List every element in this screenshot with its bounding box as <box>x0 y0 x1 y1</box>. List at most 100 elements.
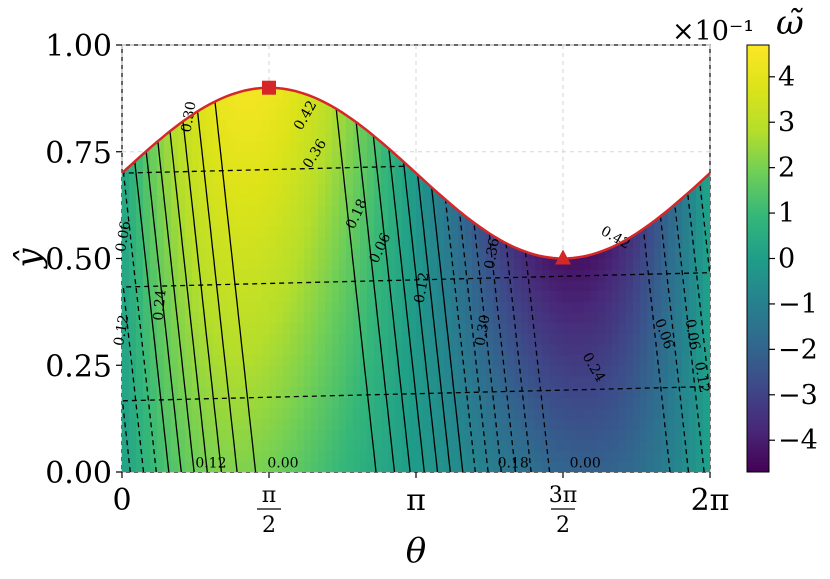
field-cell <box>479 375 487 388</box>
field-cell <box>178 183 186 196</box>
field-cell <box>437 461 445 472</box>
field-cell <box>381 269 389 281</box>
field-cell <box>332 205 340 217</box>
field-cell <box>409 397 417 409</box>
field-cell <box>248 247 256 260</box>
field-cell <box>311 461 319 472</box>
field-cell <box>689 215 697 228</box>
field-cell <box>178 162 186 174</box>
field-cell <box>171 162 179 174</box>
field-cell <box>430 258 438 270</box>
field-cell <box>248 450 256 462</box>
field-cell <box>220 215 228 228</box>
field-cell <box>395 215 403 228</box>
field-cell <box>360 269 368 281</box>
field-cell <box>430 386 438 398</box>
field-cell <box>297 109 305 121</box>
field-cell <box>290 162 298 174</box>
field-cell <box>136 365 144 377</box>
field-cell <box>297 194 305 206</box>
field-cell <box>171 418 179 430</box>
field-cell <box>304 311 312 324</box>
field-cell <box>563 269 571 281</box>
field-cell <box>493 439 501 452</box>
field-cell <box>136 290 144 302</box>
field-cell <box>248 301 256 313</box>
contour-label: 0.36 <box>482 237 503 271</box>
field-cell <box>150 439 158 452</box>
contour-label: 0.12 <box>412 271 433 304</box>
field-cell <box>353 173 361 185</box>
field-cell <box>696 354 704 366</box>
field-cell <box>171 215 179 228</box>
field-cell <box>206 397 214 409</box>
field-cell <box>311 205 319 217</box>
field-cell <box>276 450 284 462</box>
field-cell <box>206 226 214 238</box>
field-cell <box>521 247 529 260</box>
field-cell <box>612 290 620 302</box>
field-cell <box>605 365 613 377</box>
field-cell <box>220 333 228 345</box>
field-cell <box>122 386 130 398</box>
field-cell <box>241 450 249 462</box>
field-cell <box>703 247 710 260</box>
field-cell <box>129 375 137 388</box>
field-cell <box>423 397 431 409</box>
field-cell <box>353 279 361 292</box>
field-cell <box>535 279 543 292</box>
field-cell <box>353 461 361 472</box>
field-cell <box>500 226 508 238</box>
field-cell <box>619 397 627 409</box>
field-cell <box>346 375 354 388</box>
field-cell <box>332 439 340 452</box>
field-cell <box>486 258 494 270</box>
field-cell <box>157 247 165 260</box>
field-cell <box>549 279 557 292</box>
field-cell <box>479 365 487 377</box>
field-cell <box>311 301 319 313</box>
field-cell <box>129 333 137 345</box>
field-cell <box>213 215 221 228</box>
field-cell <box>458 365 466 377</box>
field-cell <box>164 258 172 270</box>
field-cell <box>367 290 375 302</box>
field-cell <box>640 290 648 302</box>
field-cell <box>325 461 333 472</box>
field-cell <box>640 237 648 249</box>
field-cell <box>619 375 627 388</box>
field-cell <box>549 365 557 377</box>
field-cell <box>262 279 270 292</box>
field-cell <box>535 407 543 420</box>
field-cell <box>486 429 494 441</box>
field-cell <box>493 418 501 430</box>
field-cell <box>213 119 221 132</box>
field-cell <box>269 290 277 302</box>
field-cell <box>297 322 305 334</box>
field-cell <box>465 365 473 377</box>
field-cell <box>129 194 137 206</box>
field-cell <box>647 237 655 249</box>
field-cell <box>157 365 165 377</box>
field-cell <box>367 375 375 388</box>
field-cell <box>164 439 172 452</box>
field-cell <box>654 301 662 313</box>
field-cell <box>633 407 641 420</box>
field-cell <box>486 215 494 228</box>
field-cell <box>409 343 417 356</box>
field-cell <box>290 343 298 356</box>
field-cell <box>465 322 473 334</box>
field-cell <box>276 87 284 99</box>
field-cell <box>682 258 690 270</box>
field-cell <box>178 322 186 334</box>
field-cell <box>290 119 298 132</box>
field-cell <box>143 311 151 324</box>
field-cell <box>171 397 179 409</box>
field-cell <box>213 173 221 185</box>
field-cell <box>465 269 473 281</box>
field-cell <box>143 301 151 313</box>
field-cell <box>353 386 361 398</box>
field-cell <box>332 450 340 462</box>
field-cell <box>220 194 228 206</box>
field-cell <box>360 290 368 302</box>
